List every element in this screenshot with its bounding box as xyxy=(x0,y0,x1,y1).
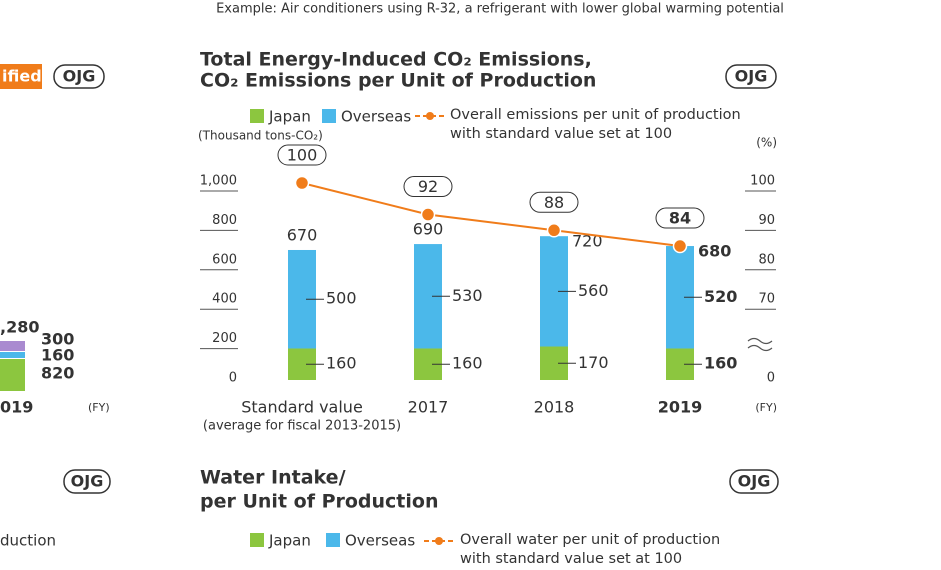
tag-pill xyxy=(53,64,105,89)
value-label: 530 xyxy=(452,286,483,305)
legend-label: Overseas xyxy=(345,532,415,550)
tag: OJG xyxy=(63,67,96,86)
legend-dot xyxy=(426,112,434,120)
section-title: per Unit of Production xyxy=(200,491,438,513)
left-value: 820 xyxy=(41,364,74,383)
legend-label: Japan xyxy=(268,532,311,550)
tag: OJG xyxy=(738,472,771,491)
y2-axis-label: (%) xyxy=(756,136,777,150)
tag: OJG xyxy=(71,472,104,491)
y-tick-label: 1,000 xyxy=(200,174,237,189)
left-bar xyxy=(0,359,25,391)
y2-tick-label: 90 xyxy=(758,213,775,228)
point-label-box xyxy=(655,207,705,229)
x-tick-label: 2018 xyxy=(534,398,575,417)
line-point xyxy=(546,223,562,238)
y2-tick-label: 100 xyxy=(750,174,775,189)
legend-label: Overseas xyxy=(341,108,411,126)
x-tick-label: 2017 xyxy=(408,398,449,417)
legend-swatch xyxy=(250,109,264,123)
point-label-box xyxy=(277,144,327,166)
value-label: 160 xyxy=(326,354,357,373)
tag-pill xyxy=(63,469,111,494)
legend-swatch xyxy=(326,533,340,547)
value-label: 160 xyxy=(452,354,483,373)
point-label: 88 xyxy=(544,193,564,212)
caption: Example: Air conditioners using R-32, a … xyxy=(216,2,784,17)
value-label: 500 xyxy=(326,289,357,308)
axis-break xyxy=(747,337,773,345)
y-tick-label: 400 xyxy=(212,292,237,307)
x-tick-label: 2019 xyxy=(658,398,703,417)
tag: OJG xyxy=(735,67,768,86)
y2-tick-label: 80 xyxy=(758,252,775,267)
legend-label: Japan xyxy=(268,108,311,126)
point-label: 84 xyxy=(669,209,691,228)
chart-title: CO₂ Emissions per Unit of Production xyxy=(200,70,596,92)
legend-swatch xyxy=(250,533,264,547)
badge-bg xyxy=(0,64,42,89)
line xyxy=(301,182,681,248)
y-axis-label: (Thousand tons-CO₂) xyxy=(198,129,323,143)
y-tick-label: 200 xyxy=(212,331,237,346)
line-point xyxy=(294,175,310,191)
left-value: ,280 xyxy=(0,318,39,337)
legend-swatch xyxy=(322,109,336,123)
x-axis-label: (FY) xyxy=(755,401,777,414)
tag-pill xyxy=(729,469,779,494)
total-label: 720 xyxy=(572,232,603,251)
left-bar xyxy=(0,352,25,358)
chart-title: Total Energy-Induced CO₂ Emissions, xyxy=(200,49,592,71)
line-point xyxy=(672,238,688,254)
value-label: 520 xyxy=(704,287,737,306)
y2-tick-label: 0 xyxy=(767,371,775,386)
left-unit: (FY) xyxy=(88,401,110,414)
section-title: Water Intake/ xyxy=(200,467,346,489)
legend-label: Overall water per unit of production wit… xyxy=(460,532,721,567)
legend-dot xyxy=(435,537,443,545)
left-bar xyxy=(0,341,25,351)
x-tick-label: Standard value xyxy=(241,398,363,417)
left-value: 160 xyxy=(41,346,74,365)
point-label: 100 xyxy=(287,146,318,165)
line-point xyxy=(420,207,436,222)
left-value: 300 xyxy=(41,330,74,349)
y-tick-label: 0 xyxy=(229,371,237,386)
left-text: duction xyxy=(0,532,56,550)
y2-tick-label: 70 xyxy=(758,292,775,307)
total-label: 670 xyxy=(287,225,318,244)
tag-pill xyxy=(725,64,777,89)
left-year: 019 xyxy=(0,398,33,417)
y-tick-label: 600 xyxy=(212,252,237,267)
badge: ified xyxy=(2,67,42,86)
point-label-box xyxy=(529,191,579,213)
value-label: 170 xyxy=(578,353,609,372)
axis-break xyxy=(747,344,773,352)
value-label: 160 xyxy=(704,354,737,373)
total-label: 690 xyxy=(413,220,444,239)
y-tick-label: 800 xyxy=(212,213,237,228)
legend-label: Overall emissions per unit of production… xyxy=(450,107,741,142)
category-note: (average for fiscal 2013-2015) xyxy=(203,419,401,434)
value-label: 560 xyxy=(578,281,609,300)
point-label-box xyxy=(403,176,453,198)
total-label: 680 xyxy=(698,242,731,261)
point-label: 92 xyxy=(418,177,438,196)
